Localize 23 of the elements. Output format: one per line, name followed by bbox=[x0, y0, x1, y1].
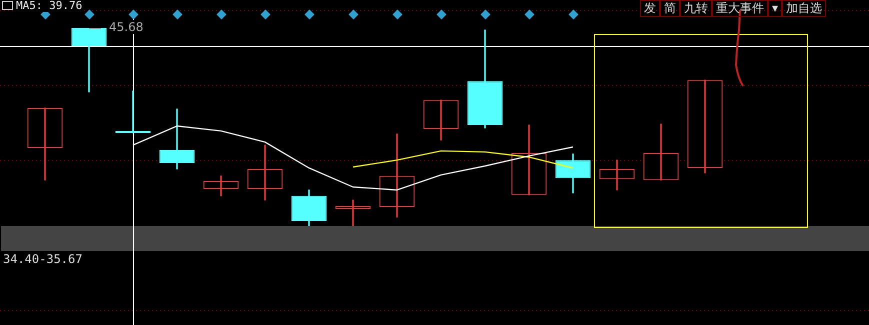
candlestick bbox=[467, 30, 503, 128]
candlestick bbox=[71, 28, 107, 92]
annotation: 45.68 bbox=[109, 20, 144, 34]
text: 加自选 bbox=[782, 0, 826, 17]
candlestick bbox=[27, 108, 63, 180]
text: 重大事件 bbox=[712, 0, 768, 17]
candlestick bbox=[423, 100, 459, 140]
candlestick bbox=[643, 124, 679, 180]
text: ▾ bbox=[768, 0, 782, 17]
candlestick bbox=[687, 80, 723, 174]
candlestick bbox=[203, 176, 239, 196]
text: 34.40-35.67 bbox=[3, 252, 82, 266]
text: MA5: 39.76 bbox=[16, 0, 82, 12]
candlestick bbox=[247, 144, 283, 200]
candlestick bbox=[115, 90, 151, 134]
candlestick bbox=[599, 160, 635, 190]
candlestick bbox=[335, 200, 371, 226]
text: 简 bbox=[660, 0, 680, 17]
candlestick bbox=[159, 108, 195, 170]
candlestick bbox=[291, 190, 327, 226]
text: 发 bbox=[640, 0, 660, 17]
text: 九转 bbox=[680, 0, 712, 17]
candlestick bbox=[555, 154, 591, 194]
